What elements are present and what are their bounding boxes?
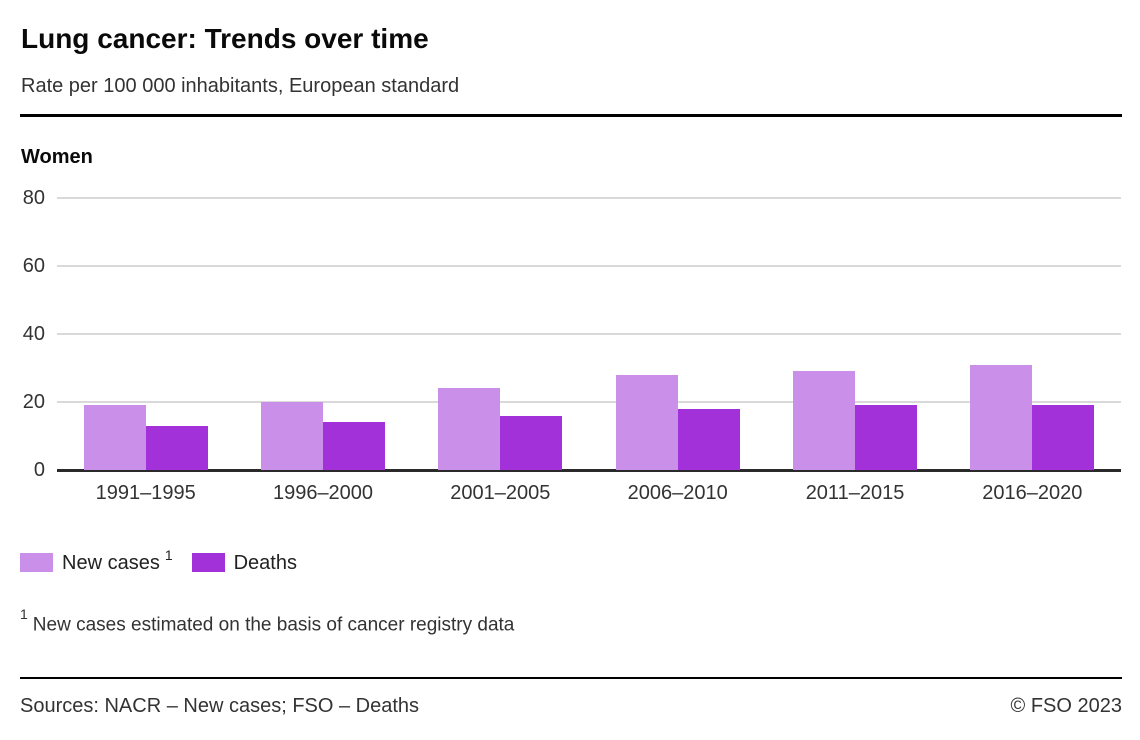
page-subtitle: Rate per 100 000 inhabitants, European s… xyxy=(21,75,460,97)
footnote-marker: 1 xyxy=(20,606,28,622)
copyright-text: © FSO 2023 xyxy=(1010,695,1122,717)
x-tick-label-2001-2005: 2001–2005 xyxy=(450,482,551,504)
bar-new-cases-2016-2020 xyxy=(970,364,1033,470)
bar-deaths-1991-1995 xyxy=(145,425,208,470)
legend-footnote-marker: 1 xyxy=(164,547,173,563)
sources-text: Sources: NACR – New cases; FSO – Deaths xyxy=(20,695,420,717)
header-divider xyxy=(20,114,1122,117)
legend-entry-new-cases: New cases 1 xyxy=(20,547,173,575)
section-label-women: Women xyxy=(21,146,93,168)
legend-swatch-deaths xyxy=(191,553,225,572)
bar-deaths-1996-2000 xyxy=(323,422,385,470)
gridline-80 xyxy=(57,197,1121,199)
gridline-20 xyxy=(57,401,1121,403)
bar-new-cases-1991-1995 xyxy=(83,405,146,470)
legend-swatch-new-cases xyxy=(20,553,53,572)
footer-divider xyxy=(20,677,1122,679)
x-tick-label-2016-2020: 2016–2020 xyxy=(982,482,1083,504)
legend: New cases 1 Deaths xyxy=(20,547,297,575)
bar-deaths-2006-2010 xyxy=(677,408,740,470)
footer: Sources: NACR – New cases; FSO – Deaths … xyxy=(20,694,1122,719)
gridline-60 xyxy=(57,265,1121,267)
x-tick-label-2011-2015: 2011–2015 xyxy=(805,482,905,504)
x-tick-label-1996-2000: 1996–2000 xyxy=(272,482,374,504)
y-tick-label-40: 40 xyxy=(22,323,45,345)
bar-new-cases-1996-2000 xyxy=(261,402,323,470)
page-title: Lung cancer: Trends over time xyxy=(21,23,429,54)
y-tick-label-0: 0 xyxy=(33,459,45,481)
x-tick-label-1991-1995: 1991–1995 xyxy=(95,482,196,504)
x-tick-label-2006-2010: 2006–2010 xyxy=(627,482,728,504)
bar-deaths-2016-2020 xyxy=(1032,405,1095,470)
bar-new-cases-2006-2010 xyxy=(615,374,678,470)
legend-label-deaths: Deaths xyxy=(233,552,297,574)
y-tick-label-20: 20 xyxy=(22,391,45,413)
bar-deaths-2001-2005 xyxy=(500,415,563,470)
bar-new-cases-2001-2005 xyxy=(438,388,501,470)
plot-area xyxy=(57,197,1121,472)
y-tick-label-60: 60 xyxy=(22,255,45,277)
y-tick-label-80: 80 xyxy=(22,187,45,209)
x-axis-line xyxy=(57,469,1121,472)
bar-new-cases-2011-2015 xyxy=(793,371,855,470)
bar-deaths-2011-2015 xyxy=(855,405,917,470)
footnote: 1New cases estimated on the basis of can… xyxy=(20,607,515,637)
legend-label-new-cases: New cases xyxy=(62,552,160,574)
gridline-40 xyxy=(57,333,1121,335)
legend-entry-deaths: Deaths xyxy=(191,551,297,575)
footnote-text: New cases estimated on the basis of canc… xyxy=(32,614,515,636)
